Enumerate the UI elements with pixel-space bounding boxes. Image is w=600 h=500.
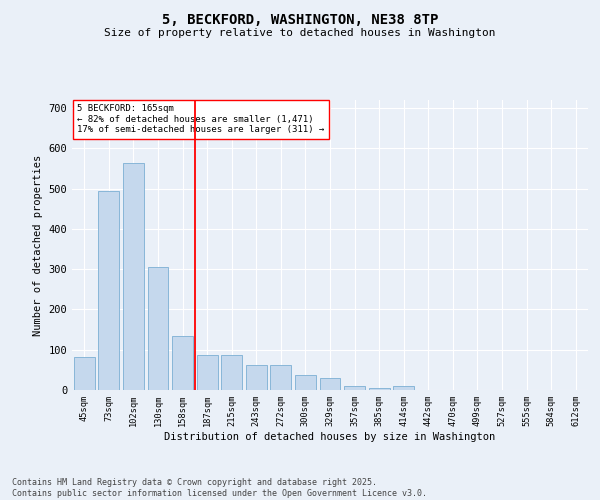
Bar — [123, 163, 144, 390]
X-axis label: Distribution of detached houses by size in Washington: Distribution of detached houses by size … — [164, 432, 496, 442]
Text: 5 BECKFORD: 165sqm
← 82% of detached houses are smaller (1,471)
17% of semi-deta: 5 BECKFORD: 165sqm ← 82% of detached hou… — [77, 104, 325, 134]
Bar — [74, 356, 95, 390]
Bar — [295, 375, 316, 390]
Bar — [148, 267, 169, 390]
Bar — [246, 364, 267, 390]
Bar — [344, 386, 365, 390]
Y-axis label: Number of detached properties: Number of detached properties — [33, 154, 43, 336]
Bar — [98, 192, 119, 390]
Text: Contains HM Land Registry data © Crown copyright and database right 2025.
Contai: Contains HM Land Registry data © Crown c… — [12, 478, 427, 498]
Bar — [197, 355, 218, 390]
Bar — [320, 378, 340, 390]
Bar — [221, 355, 242, 390]
Bar — [393, 386, 414, 390]
Text: 5, BECKFORD, WASHINGTON, NE38 8TP: 5, BECKFORD, WASHINGTON, NE38 8TP — [162, 12, 438, 26]
Bar — [368, 388, 389, 390]
Bar — [271, 365, 292, 390]
Bar — [172, 336, 193, 390]
Text: Size of property relative to detached houses in Washington: Size of property relative to detached ho… — [104, 28, 496, 38]
